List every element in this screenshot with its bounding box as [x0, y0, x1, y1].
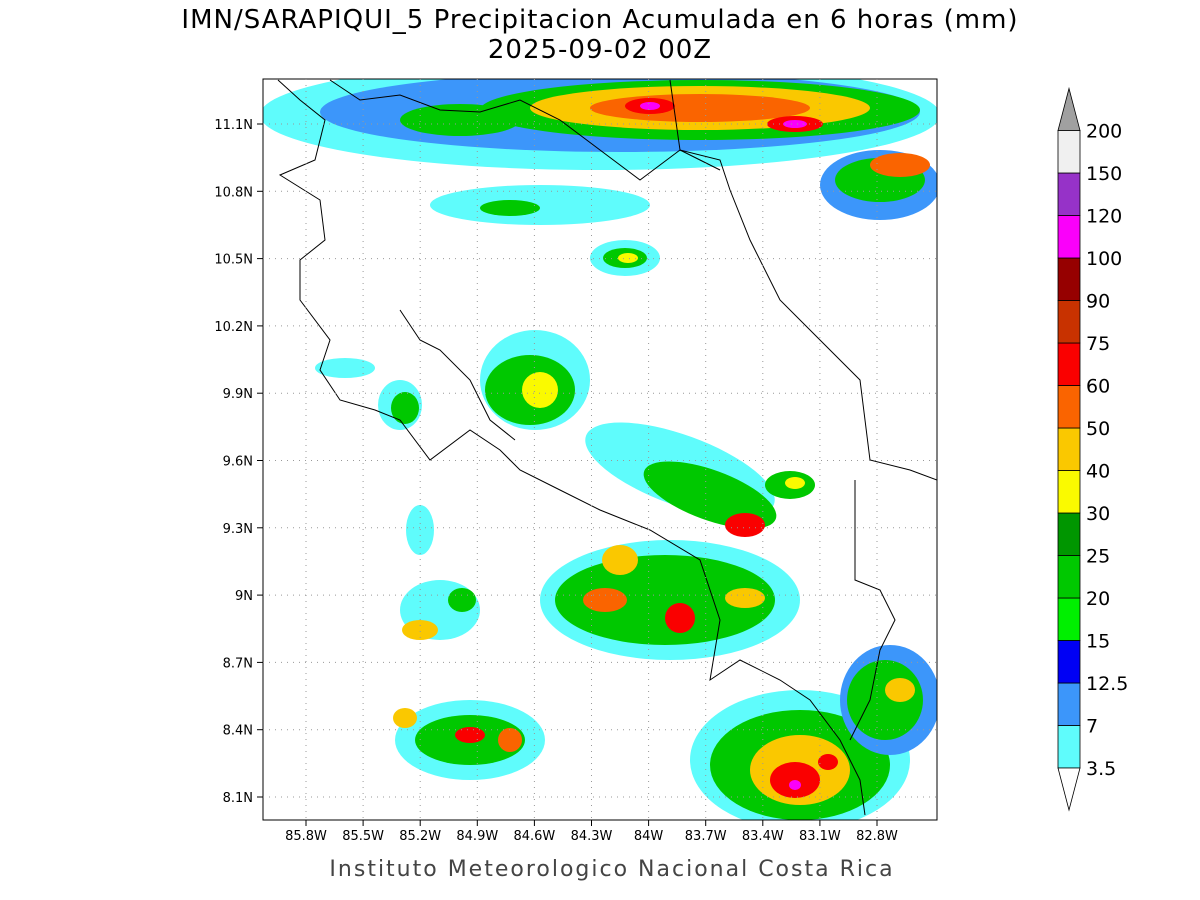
colorbar-label: 7 [1086, 716, 1098, 738]
colorbar-label: 90 [1086, 291, 1110, 313]
colorbar-label: 100 [1086, 248, 1122, 270]
x-tick-label: 84.9W [456, 829, 498, 844]
colorbar-label: 120 [1086, 206, 1122, 228]
title: IMN/SARAPIQUI_5 Precipitacion Acumulada … [181, 5, 1018, 35]
colorbar-label: 40 [1086, 461, 1110, 483]
x-tick-label: 83.7W [685, 829, 727, 844]
x-tick-label: 84W [634, 829, 664, 844]
x-tick-label: 83.1W [799, 829, 841, 844]
y-tick-label: 9.3N [223, 522, 253, 537]
colorbar-band [1057, 597, 1081, 641]
precipitation-field [263, 79, 937, 820]
y-tick-label: 10.5N [214, 253, 253, 268]
y-tick-label: 9.9N [223, 387, 253, 402]
colorbar-under [1057, 767, 1081, 812]
x-tick-label: 85.2W [399, 829, 441, 844]
colorbar-band [1057, 725, 1081, 769]
colorbar: 3.5 7 12.5 15 20 25 30 40 50 60 75 90 100 120 150 200 [1057, 86, 1128, 812]
colorbar-label: 12.5 [1086, 673, 1128, 695]
colorbar-band [1057, 555, 1081, 599]
y-tick-label: 9N [235, 589, 253, 604]
x-tick-label: 85.8W [285, 829, 327, 844]
colorbar-band [1057, 257, 1081, 301]
y-tick-label: 10.8N [214, 185, 253, 200]
colorbar-label: 150 [1086, 163, 1122, 185]
colorbar-band [1057, 427, 1081, 471]
y-tick-label: 8.1N [223, 791, 253, 806]
colorbar-label: 25 [1086, 546, 1110, 568]
colorbar-band [1057, 470, 1081, 514]
subtitle: 2025-09-02 00Z [488, 35, 712, 65]
colorbar-band [1057, 300, 1081, 344]
y-tick-label: 10.2N [214, 320, 253, 335]
colorbar-label: 15 [1086, 631, 1110, 653]
colorbar-label: 20 [1086, 588, 1110, 610]
colorbar-band [1057, 130, 1081, 174]
colorbar-label: 60 [1086, 376, 1110, 398]
colorbar-label: 50 [1086, 418, 1110, 440]
colorbar-over [1057, 86, 1081, 131]
map-frame [262, 78, 938, 821]
x-tick-label: 84.3W [571, 829, 613, 844]
y-tick-label: 9.6N [223, 455, 253, 470]
colorbar-band [1057, 640, 1081, 684]
x-tick-label: 85.5W [342, 829, 384, 844]
colorbar-band [1057, 682, 1081, 726]
colorbar-label: 30 [1086, 503, 1110, 525]
y-tick-label: 11.1N [214, 118, 253, 133]
colorbar-band [1057, 342, 1081, 386]
x-tick-label: 83.4W [742, 829, 784, 844]
colorbar-label: 200 [1086, 121, 1122, 143]
colorbar-band [1057, 172, 1081, 216]
colorbar-band [1057, 512, 1081, 556]
colorbar-band [1057, 215, 1081, 259]
y-tick-label: 8.4N [223, 724, 253, 739]
footer: Instituto Meteorologico Nacional Costa R… [329, 857, 894, 882]
colorbar-band [1057, 385, 1081, 429]
colorbar-label: 3.5 [1086, 758, 1116, 780]
x-tick-label: 82.8W [856, 829, 898, 844]
colorbar-label: 75 [1086, 333, 1110, 355]
y-tick-label: 8.7N [223, 656, 253, 671]
x-tick-label: 84.6W [513, 829, 555, 844]
